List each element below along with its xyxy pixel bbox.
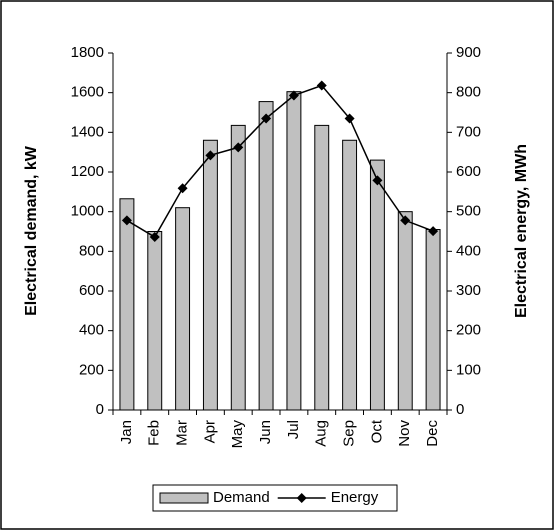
y-tick-label: 1600 [71,84,104,101]
bar [202,139,218,411]
y-axis-title: Electrical demand, kW [23,145,40,316]
x-tick-label: Dec [424,420,441,447]
y-tick-label: 1400 [71,123,104,140]
legend-label: Demand [213,489,270,506]
y2-tick-label: 500 [456,203,481,220]
line-marker [261,113,272,124]
y2-tick-label: 700 [456,123,481,140]
y-tick-label: 200 [79,361,104,378]
bar [314,124,330,411]
y2-axis-title: Electrical energy, MWh [513,144,530,318]
bar [397,211,413,411]
x-tick-label: Sep [341,420,358,447]
line-marker [316,80,327,91]
line-marker [205,150,216,161]
line-marker [233,142,244,153]
y2-tick-label: 900 [456,44,481,61]
line-marker [428,226,439,237]
line-marker [344,113,355,124]
line-marker [288,90,299,101]
y2-tick-label: 800 [456,84,481,101]
line-marker [400,215,411,226]
x-tick-label: Aug [313,420,330,447]
line-marker [149,232,160,243]
y2-tick-label: 300 [456,282,481,299]
bar [175,207,191,411]
x-tick-label: May [229,420,246,449]
x-tick-label: Feb [146,420,163,446]
line-marker [177,183,188,194]
bar [425,229,441,411]
y2-tick-label: 400 [456,242,481,259]
y-tick-label: 1000 [71,203,104,220]
bar [342,139,358,411]
legend-marker [296,493,307,503]
y-tick-label: 1800 [71,44,104,61]
line-marker [372,175,383,186]
y2-tick-label: 600 [456,163,481,180]
x-tick-label: Oct [368,419,385,443]
x-tick-label: Nov [396,420,413,447]
y-tick-label: 400 [79,322,104,339]
x-tick-label: Mar [174,420,191,446]
line-marker [121,215,132,226]
legend-swatch [159,492,209,504]
x-tick-label: Jun [257,420,274,444]
y2-tick-label: 200 [456,322,481,339]
line [126,84,434,239]
bar [369,159,385,411]
bar [286,91,302,411]
legend-label: Energy [331,489,379,506]
y-tick-label: 600 [79,282,104,299]
x-tick-label: Jul [285,420,302,439]
y2-tick-label: 0 [456,401,464,418]
bar [147,231,163,411]
y2-tick-label: 100 [456,361,481,378]
x-tick-label: Jan [118,420,135,444]
bar [230,124,246,411]
y-tick-label: 800 [79,242,104,259]
y-tick-label: 0 [96,401,104,418]
y-tick-label: 1200 [71,163,104,180]
bar [258,101,274,411]
bar [119,198,135,411]
x-tick-label: Apr [201,420,218,443]
